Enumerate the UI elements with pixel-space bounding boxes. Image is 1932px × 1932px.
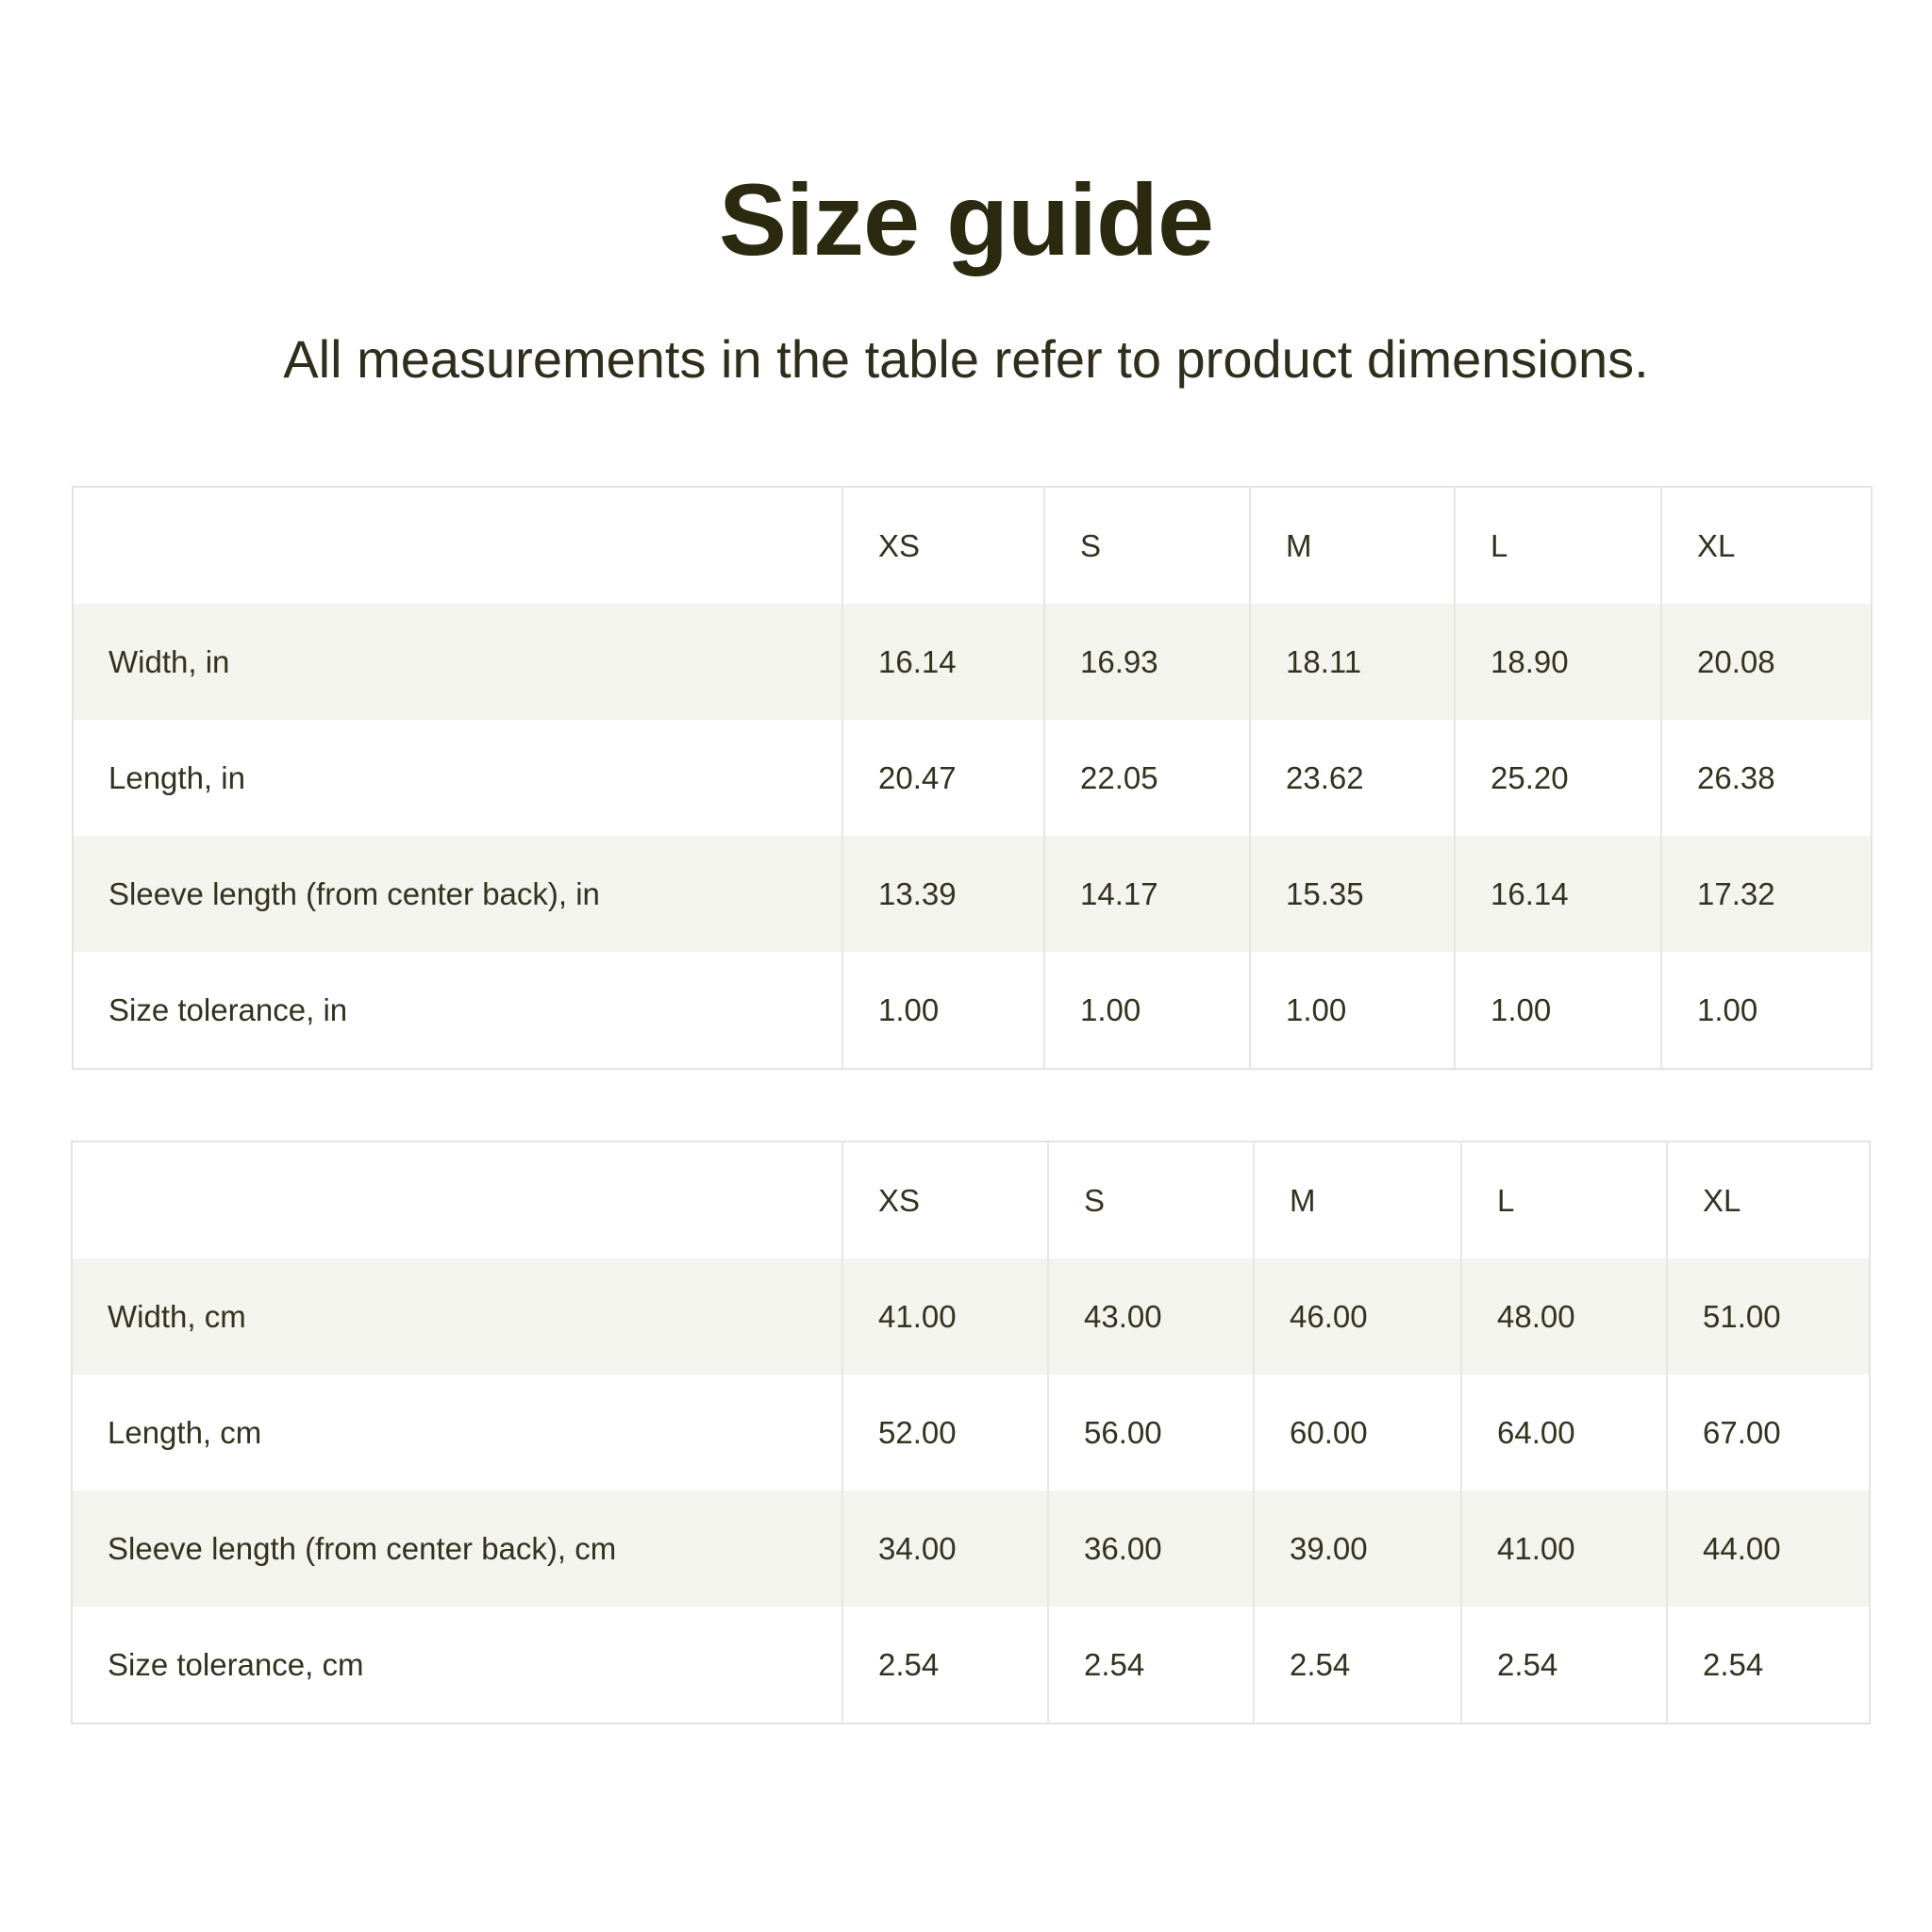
measurement-value: 2.54 bbox=[1460, 1607, 1667, 1724]
table-row: Length, cm 52.00 56.00 60.00 64.00 67.00 bbox=[72, 1374, 1870, 1491]
size-header-cell: XL bbox=[1666, 1141, 1870, 1258]
measurement-value: 44.00 bbox=[1666, 1491, 1870, 1607]
page-title: Size guide bbox=[718, 162, 1214, 276]
table-row: Sleeve length (from center back), in 13.3… bbox=[73, 836, 1872, 952]
measurement-value: 18.11 bbox=[1249, 604, 1455, 720]
measurement-value: 67.00 bbox=[1666, 1374, 1870, 1491]
table-row: Width, in 16.14 16.93 18.11 18.90 20.08 bbox=[73, 604, 1872, 720]
table-row: Width, cm 41.00 43.00 46.00 48.00 51.00 bbox=[72, 1258, 1870, 1374]
header-row: XS S M L XL bbox=[72, 1141, 1870, 1258]
measurement-value: 20.08 bbox=[1660, 604, 1872, 720]
header-cell-empty bbox=[72, 1141, 842, 1258]
size-header-cell: XS bbox=[841, 1141, 1048, 1258]
table-row: Sleeve length (from center back), cm 34.0… bbox=[72, 1491, 1870, 1607]
measurement-value: 15.35 bbox=[1249, 836, 1455, 952]
size-header-cell: L bbox=[1454, 487, 1661, 604]
measurement-value: 2.54 bbox=[841, 1607, 1048, 1724]
measurement-label: Length, in bbox=[108, 759, 245, 795]
measurement-value: 51.00 bbox=[1666, 1258, 1870, 1374]
size-header-cell: M bbox=[1253, 1141, 1461, 1258]
measurement-value: 41.00 bbox=[1460, 1491, 1667, 1607]
table-row: Length, in 20.47 22.05 23.62 25.20 26.38 bbox=[73, 720, 1872, 836]
measurement-value: 2.54 bbox=[1047, 1607, 1254, 1724]
measurement-value: 13.39 bbox=[841, 836, 1044, 952]
table-row: Size tolerance, cm 2.54 2.54 2.54 2.54 2.54 bbox=[72, 1607, 1870, 1724]
size-header-cell: XL bbox=[1660, 487, 1872, 604]
measurement-label: Size tolerance, in bbox=[108, 991, 348, 1027]
size-header-cell: L bbox=[1460, 1141, 1667, 1258]
header-cell-empty bbox=[73, 487, 842, 604]
size-table-centimeters: XS S M L XL Width, cm 41.00 43.00 46.00 48.00 51.0… bbox=[71, 1141, 1871, 1724]
measurement-value: 39.00 bbox=[1253, 1491, 1461, 1607]
measurement-value: 60.00 bbox=[1253, 1374, 1461, 1491]
measurement-value: 16.14 bbox=[1454, 836, 1661, 952]
measurement-value: 1.00 bbox=[841, 952, 1044, 1069]
measurement-value: 56.00 bbox=[1047, 1374, 1254, 1491]
measurement-value: 16.14 bbox=[841, 604, 1044, 720]
measurement-value: 1.00 bbox=[1043, 952, 1250, 1069]
table-row: Size tolerance, in 1.00 1.00 1.00 1.00 1.00 bbox=[73, 952, 1872, 1069]
measurement-value: 2.54 bbox=[1253, 1607, 1461, 1724]
measurement-value: 64.00 bbox=[1460, 1374, 1667, 1491]
measurement-value: 43.00 bbox=[1047, 1258, 1254, 1374]
measurement-label: Sleeve length (from center back), in bbox=[73, 836, 842, 952]
size-header-cell: S bbox=[1043, 487, 1250, 604]
size-table-inches: XS S M L XL Width, in 16.14 16.93 18.11 18.90 20.0… bbox=[72, 486, 1873, 1070]
measurement-value: 36.00 bbox=[1047, 1491, 1254, 1607]
page-subtitle: All measurements in the table refer to p… bbox=[283, 329, 1649, 389]
measurement-value: 22.05 bbox=[1043, 720, 1250, 836]
measurement-value: 14.17 bbox=[1043, 836, 1250, 952]
measurement-label: Length, cm bbox=[108, 1414, 262, 1450]
measurement-value: 20.47 bbox=[841, 720, 1044, 836]
measurement-value: 18.90 bbox=[1454, 604, 1661, 720]
measurement-value: 25.20 bbox=[1454, 720, 1661, 836]
measurement-value: 1.00 bbox=[1249, 952, 1455, 1069]
measurement-value: 46.00 bbox=[1253, 1258, 1461, 1374]
measurement-value: 1.00 bbox=[1454, 952, 1661, 1069]
size-header-cell: S bbox=[1047, 1141, 1254, 1258]
measurement-value: 2.54 bbox=[1666, 1607, 1870, 1724]
measurement-value: 17.32 bbox=[1660, 836, 1872, 952]
size-header-cell: M bbox=[1249, 487, 1455, 604]
measurement-label: Width, cm bbox=[72, 1258, 842, 1374]
measurement-value: 16.93 bbox=[1043, 604, 1250, 720]
size-header-cell: XS bbox=[841, 487, 1044, 604]
measurement-value: 41.00 bbox=[841, 1258, 1048, 1374]
measurement-value: 1.00 bbox=[1660, 952, 1872, 1069]
measurement-value: 23.62 bbox=[1249, 720, 1455, 836]
measurement-label: Size tolerance, cm bbox=[108, 1646, 364, 1682]
measurement-value: 48.00 bbox=[1460, 1258, 1667, 1374]
measurement-label: Width, in bbox=[73, 604, 842, 720]
measurement-value: 52.00 bbox=[841, 1374, 1048, 1491]
measurement-label: Sleeve length (from center back), cm bbox=[72, 1491, 842, 1607]
header-row: XS S M L XL bbox=[73, 487, 1872, 604]
measurement-value: 34.00 bbox=[841, 1491, 1048, 1607]
measurement-value: 26.38 bbox=[1660, 720, 1872, 836]
